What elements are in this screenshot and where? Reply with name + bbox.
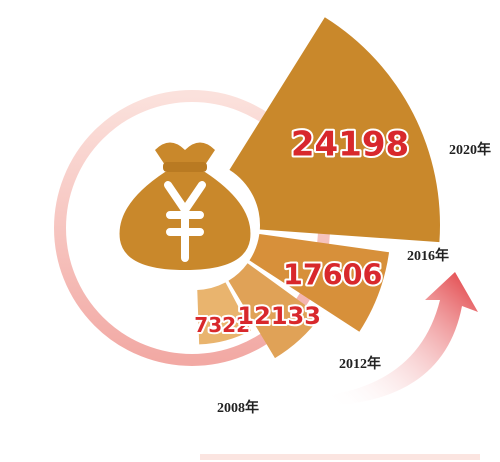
value-label: 24198 — [291, 125, 409, 165]
year-label: 2012年 — [339, 355, 381, 372]
sector — [197, 282, 252, 345]
value-label: 17606 — [283, 257, 382, 291]
year-label: 2020年 — [449, 141, 491, 158]
sector — [228, 263, 321, 359]
money-bag — [119, 142, 251, 270]
value-label: 7322 — [194, 313, 250, 337]
value-label: 12133 — [237, 302, 321, 330]
sector — [229, 17, 440, 243]
sector — [249, 234, 390, 332]
year-label: 2016年 — [407, 247, 449, 264]
year-label: 2008年 — [217, 399, 259, 416]
bottom-band — [200, 454, 480, 460]
growth-arrow — [330, 272, 478, 405]
